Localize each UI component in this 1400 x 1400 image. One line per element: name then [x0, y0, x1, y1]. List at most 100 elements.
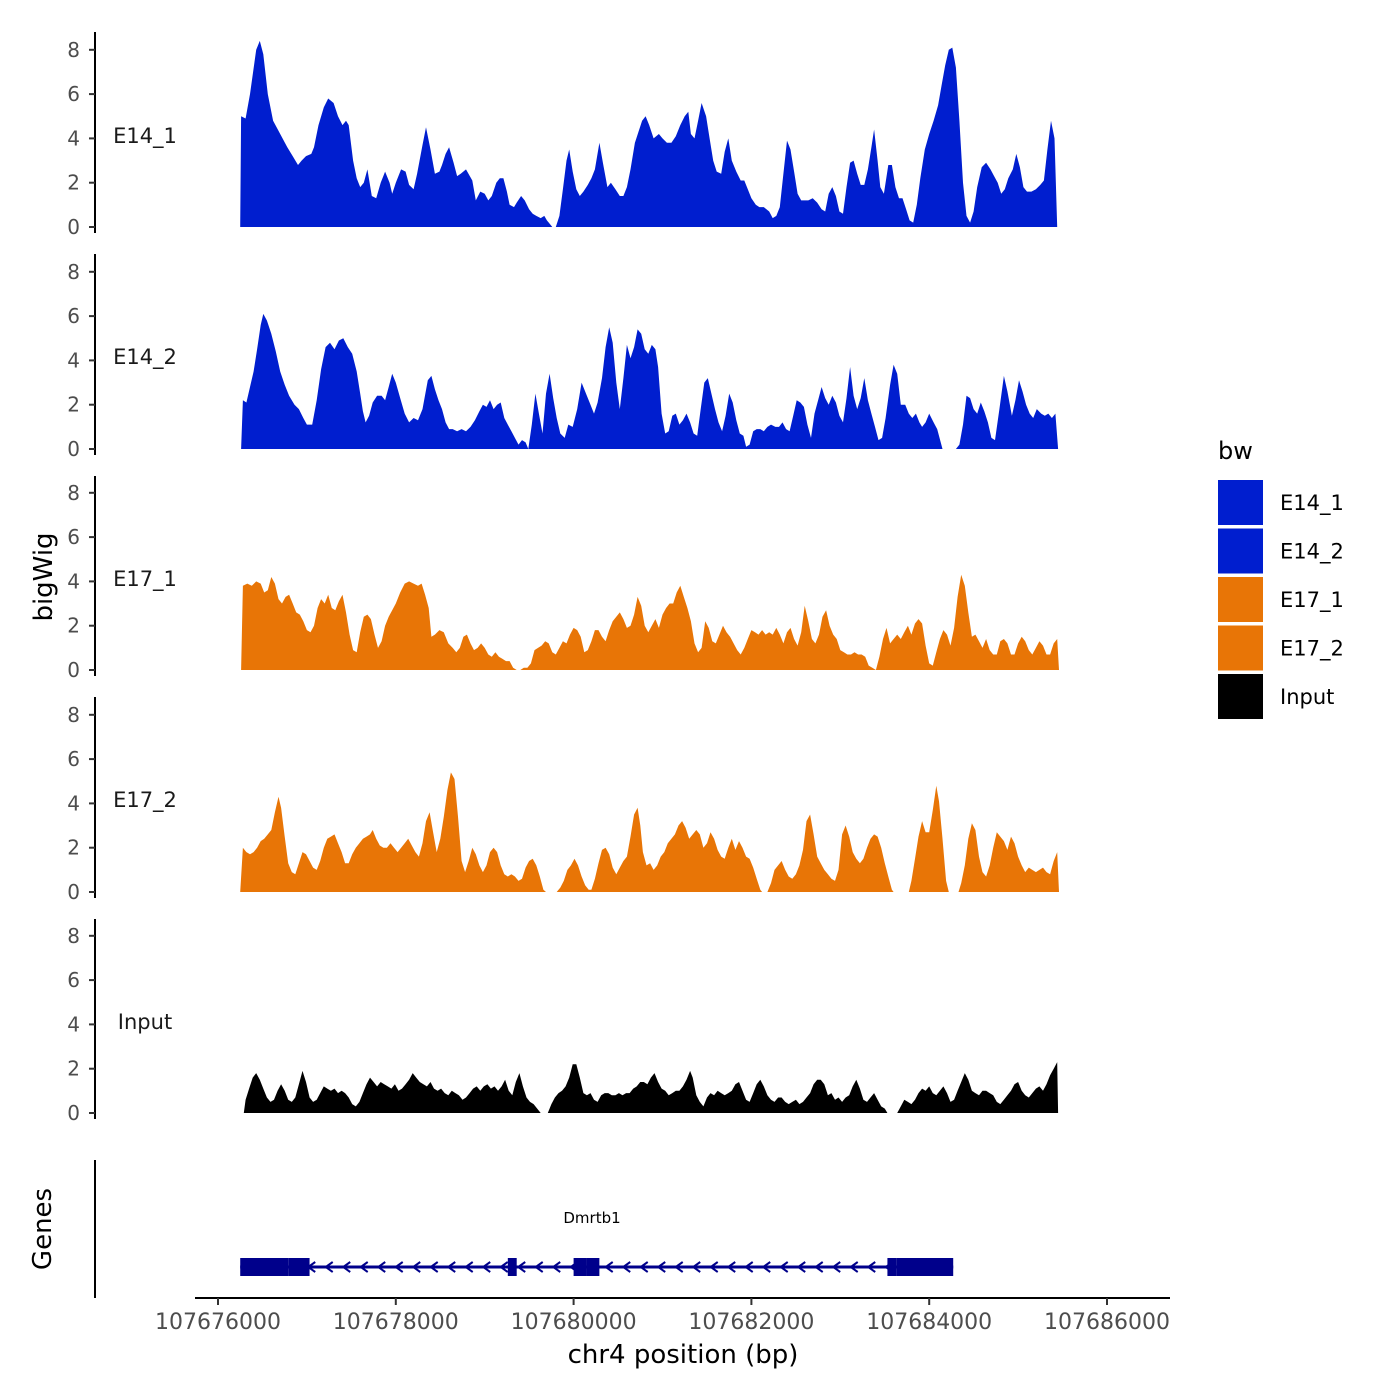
- x-axis-ticks: 107676000 107678000 107680000 107682000 1076…: [155, 1298, 1170, 1335]
- y-tick-label: 0: [67, 880, 80, 904]
- legend-swatch-e17-2: [1218, 625, 1263, 671]
- strand-arrow: [394, 1261, 404, 1273]
- y-axis-title: bigWig: [29, 532, 59, 621]
- strand-arrow: [516, 1261, 526, 1273]
- gene-exon: [887, 1258, 897, 1276]
- y-tick-label: 0: [67, 658, 80, 682]
- coverage-area-e17-2: [240, 772, 1059, 892]
- y-tick-label: 0: [67, 437, 80, 461]
- x-tick-label: 107680000: [511, 1310, 637, 1335]
- track-e14-2: 0 2 4 6 8: [67, 254, 1059, 461]
- track-e17-2: 0 2 4 6 8: [67, 697, 1059, 904]
- strand-arrow: [796, 1261, 806, 1273]
- y-tick-label: 2: [67, 171, 80, 195]
- x-tick-label: 107682000: [688, 1310, 814, 1335]
- strand-arrow: [726, 1261, 736, 1273]
- legend-label-input: Input: [1280, 685, 1334, 709]
- track-e17-1: 0 2 4 6 8: [67, 476, 1060, 682]
- strand-arrow: [831, 1261, 841, 1273]
- track-e14-1: 0 2 4 6 8: [67, 32, 1058, 239]
- strand-arrow: [446, 1261, 456, 1273]
- strand-arrow: [744, 1261, 754, 1273]
- gene-model: [240, 1258, 954, 1276]
- strand-arrow: [621, 1261, 631, 1273]
- strand-arrow: [499, 1261, 509, 1273]
- strand-arrow: [639, 1261, 649, 1273]
- y-tick-label: 0: [67, 215, 80, 239]
- y-tick-label: 8: [67, 260, 80, 284]
- track-input: 0 2 4 6 8: [67, 919, 1059, 1125]
- gene-exon: [896, 1258, 954, 1276]
- gene-exon: [573, 1258, 587, 1276]
- track-label-e14-1: E14_1: [113, 124, 177, 149]
- strand-arrow: [429, 1261, 439, 1273]
- strand-arrow: [656, 1261, 666, 1273]
- legend-swatch-e14-2: [1218, 528, 1263, 574]
- y-tick-label: 0: [67, 1101, 80, 1125]
- y-tick-label: 6: [67, 82, 80, 106]
- strand-arrow: [866, 1261, 876, 1273]
- track-label-e17-1: E17_1: [113, 567, 177, 592]
- y-tick-label: 8: [67, 38, 80, 62]
- gene-exon: [507, 1258, 517, 1276]
- strand-arrow: [779, 1261, 789, 1273]
- strand-arrow: [411, 1261, 421, 1273]
- x-tick-label: 107686000: [1044, 1310, 1170, 1335]
- y-tick-label: 2: [67, 393, 80, 417]
- strand-arrow: [464, 1261, 474, 1273]
- strand-arrow: [481, 1261, 491, 1273]
- y-tick-label: 8: [67, 481, 80, 505]
- y-tick-label: 2: [67, 836, 80, 860]
- strand-arrow: [761, 1261, 771, 1273]
- x-tick-label: 107678000: [333, 1310, 459, 1335]
- strand-arrow: [674, 1261, 684, 1273]
- strand-arrow: [359, 1261, 369, 1273]
- strand-arrow: [324, 1261, 334, 1273]
- y-tick-label: 6: [67, 747, 80, 771]
- x-tick-label: 107676000: [155, 1310, 281, 1335]
- y-tick-label: 2: [67, 1057, 80, 1081]
- strand-arrow: [691, 1261, 701, 1273]
- track-label-e14-2: E14_2: [113, 345, 177, 370]
- coverage-area-e14-1: [240, 40, 1058, 228]
- track-label-input: Input: [118, 1010, 172, 1034]
- legend-title: bw: [1218, 437, 1253, 465]
- gene-name-label: Dmrtb1: [563, 1209, 620, 1227]
- gene-exon: [586, 1258, 600, 1276]
- strand-arrow: [709, 1261, 719, 1273]
- strand-arrow: [814, 1261, 824, 1273]
- legend: E14_1 E14_2 E17_1 E17_2 Input: [1218, 480, 1344, 719]
- legend-label-e17-1: E17_1: [1280, 588, 1344, 613]
- x-tick-label: 107684000: [866, 1310, 992, 1335]
- track-label-e17-2: E17_2: [113, 788, 177, 813]
- legend-swatch-e14-1: [1218, 480, 1263, 525]
- legend-label-e14-2: E14_2: [1280, 540, 1344, 565]
- y-tick-label: 6: [67, 525, 80, 549]
- y-tick-label: 8: [67, 703, 80, 727]
- coverage-tracks: 0 2 4 6 8 0 2 4 6 8 0 2 4 6 8 0 2 4 6 8 0 2 4 6 8: [67, 32, 1060, 1125]
- strand-arrow: [849, 1261, 859, 1273]
- legend-label-e17-2: E17_2: [1280, 637, 1344, 662]
- strand-arrow: [604, 1261, 614, 1273]
- y-tick-label: 4: [67, 1012, 80, 1036]
- y-tick-label: 6: [67, 304, 80, 328]
- y-tick-label: 8: [67, 924, 80, 948]
- y-tick-label: 4: [67, 569, 80, 593]
- y-tick-label: 4: [67, 348, 80, 372]
- y-tick-label: 4: [67, 126, 80, 150]
- gene-exon: [240, 1258, 289, 1276]
- coverage-area-e17-1: [241, 574, 1060, 670]
- strand-arrow: [551, 1261, 561, 1273]
- x-axis-title: chr4 position (bp): [568, 1340, 799, 1370]
- coverage-area-input: [243, 1062, 1059, 1113]
- legend-label-e14-1: E14_1: [1280, 491, 1344, 516]
- strand-arrow: [376, 1261, 386, 1273]
- legend-swatch-input: [1218, 674, 1263, 719]
- y-tick-label: 4: [67, 791, 80, 815]
- legend-swatch-e17-1: [1218, 577, 1263, 622]
- y-tick-label: 2: [67, 614, 80, 638]
- strand-arrow: [534, 1261, 544, 1273]
- gene-exon: [288, 1258, 310, 1276]
- genes-panel-title: Genes: [28, 1188, 58, 1270]
